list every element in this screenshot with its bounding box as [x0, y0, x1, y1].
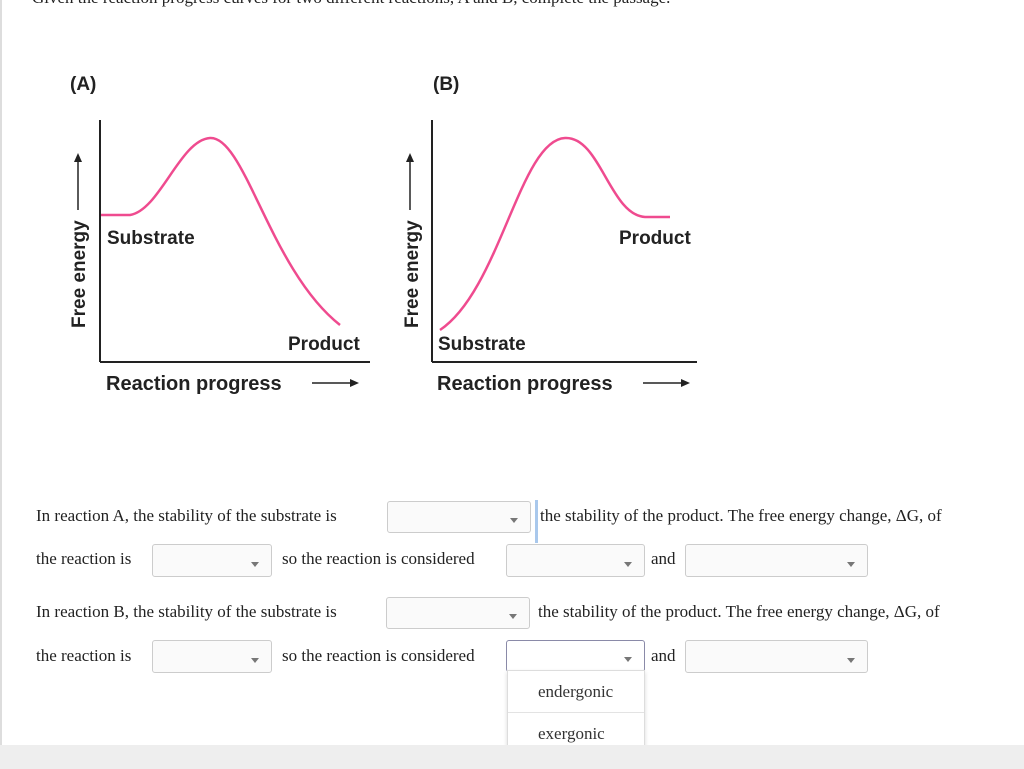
- diagrams: (A) Substrate Product Free energy Reacti…: [69, 74, 697, 395]
- dropdown[interactable]: [506, 544, 645, 577]
- diagram-label: (A): [70, 74, 96, 95]
- curve: [101, 136, 341, 326]
- arrowhead: [74, 153, 82, 162]
- passage-text: and: [651, 646, 676, 665]
- arrowhead: [406, 153, 414, 162]
- y-axis-label: Free energy: [402, 220, 423, 328]
- dropdown[interactable]: [685, 640, 868, 673]
- dropdown-menu: endergonic exergonic: [507, 670, 645, 756]
- passage-text: the reaction is: [36, 646, 132, 665]
- passage-text: the stability of the product. The free e…: [538, 602, 940, 621]
- curve: [439, 136, 670, 332]
- focus-bar: [535, 500, 538, 543]
- curve-label: Product: [288, 334, 360, 355]
- separator: [508, 712, 644, 713]
- passage-text: so the reaction is considered: [282, 646, 475, 665]
- dropdown-option[interactable]: endergonic: [538, 682, 614, 701]
- curve-label: Substrate: [438, 334, 526, 355]
- bottom-bar: [0, 745, 1024, 769]
- curve-label: Product: [619, 228, 691, 249]
- dropdown[interactable]: [152, 640, 272, 673]
- passage-text: the reaction is: [36, 549, 132, 568]
- diagram-label: (B): [433, 74, 459, 95]
- left-border: [0, 0, 2, 745]
- dropdown-option[interactable]: exergonic: [538, 724, 605, 743]
- passage-text: In reaction B, the stability of the subs…: [36, 602, 337, 621]
- dropdown[interactable]: [685, 544, 868, 577]
- dropdown-open[interactable]: [506, 640, 645, 672]
- instruction: Given the reaction progress curves for t…: [32, 0, 670, 8]
- passage-text: and: [651, 549, 676, 568]
- dropdown[interactable]: [387, 501, 531, 533]
- arrowhead: [350, 379, 359, 387]
- x-axis-label: Reaction progress: [106, 373, 282, 395]
- passage-text: In reaction A, the stability of the subs…: [36, 506, 337, 525]
- passage-text: the stability of the product. The free e…: [540, 506, 942, 525]
- arrowhead: [681, 379, 690, 387]
- y-axis-label: Free energy: [69, 220, 90, 328]
- x-axis-label: Reaction progress: [437, 373, 613, 395]
- passage-text: so the reaction is considered: [282, 549, 475, 568]
- curve-label: Substrate: [107, 228, 195, 249]
- dropdown[interactable]: [152, 544, 272, 577]
- dropdown[interactable]: [386, 597, 530, 629]
